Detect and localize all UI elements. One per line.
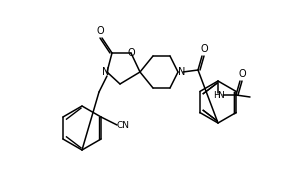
Text: CN: CN (117, 121, 130, 129)
Text: N: N (178, 67, 186, 77)
Text: O: O (127, 48, 135, 58)
Text: O: O (200, 44, 208, 54)
Text: N: N (102, 67, 110, 77)
Text: H: H (213, 90, 219, 100)
Text: N: N (218, 90, 224, 100)
Text: O: O (96, 26, 104, 36)
Text: O: O (238, 69, 246, 79)
